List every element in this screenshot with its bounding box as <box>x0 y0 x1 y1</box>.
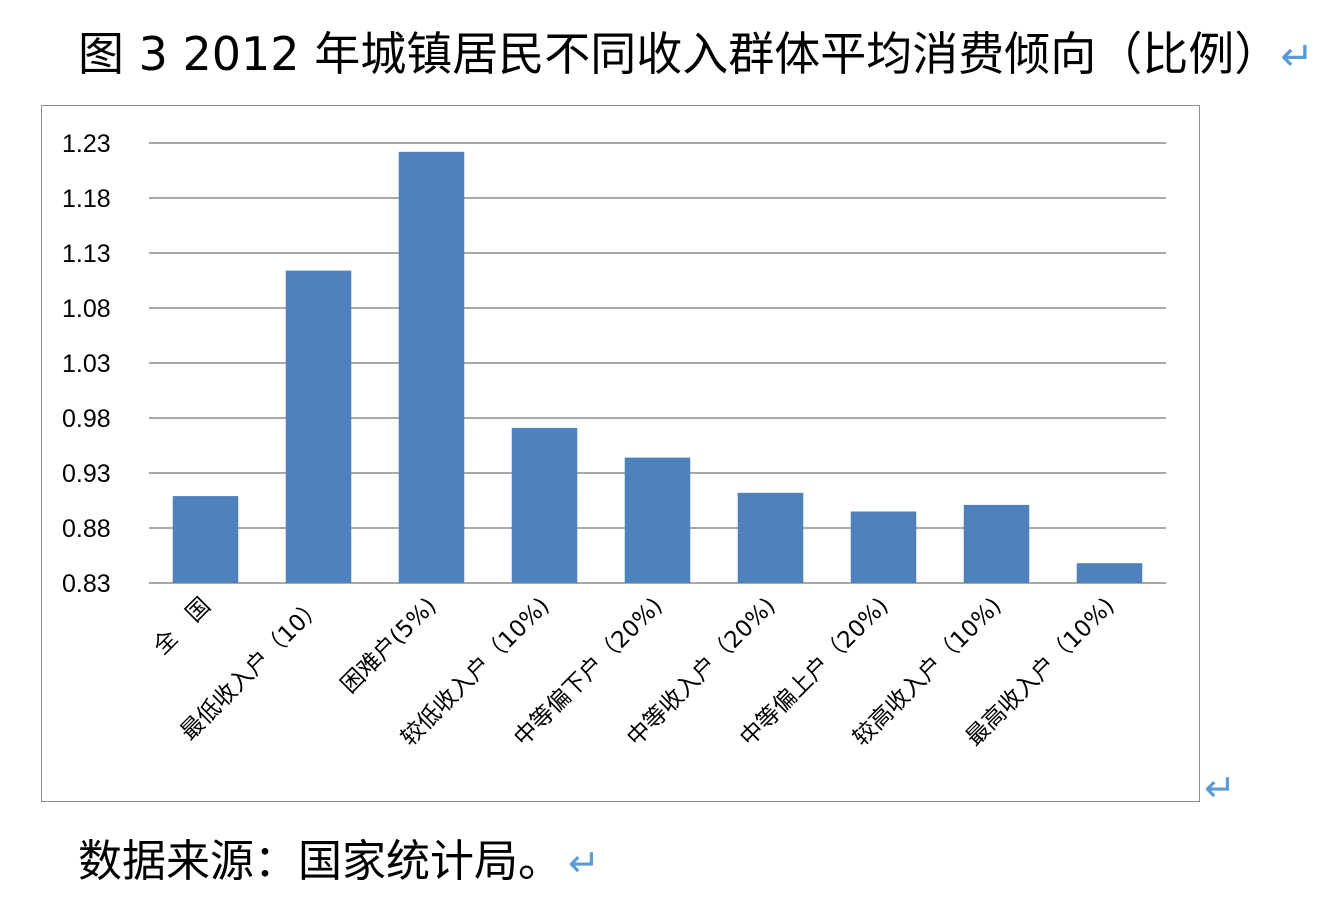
y-axis-tick-labels: 0.83 0.88 0.93 0.98 1.03 1.08 1.13 1.18 1.23 <box>62 130 111 598</box>
bars <box>172 151 1143 584</box>
chart-frame: 0.83 0.88 0.93 0.98 1.03 1.08 1.13 1.18 1.23 全 国… <box>41 105 1200 802</box>
paragraph-mark-icon: ↵ <box>1280 34 1314 80</box>
y-tick-label: 1.18 <box>62 185 111 213</box>
bar <box>963 504 1030 583</box>
bar <box>1076 563 1143 583</box>
source-note: 数据来源：国家统计局。 ↵ <box>78 832 600 893</box>
y-tick-label: 0.83 <box>62 570 111 598</box>
bar <box>737 492 804 583</box>
bar <box>624 457 691 583</box>
y-tick-label: 1.08 <box>62 295 111 323</box>
bar <box>398 151 465 584</box>
figure-title: 图 3 2012 年城镇居民不同收入群体平均消费倾向（比例）↵ <box>78 22 1340 89</box>
bar <box>850 511 917 583</box>
x-tick-label: 困难户(5%) <box>336 593 442 699</box>
bar-chart: 0.83 0.88 0.93 0.98 1.03 1.08 1.13 1.18 1.23 全 国… <box>62 130 1166 751</box>
y-tick-label: 1.03 <box>62 350 111 378</box>
y-tick-label: 1.13 <box>62 240 111 268</box>
bar <box>285 270 352 583</box>
x-tick-label: 全 国 <box>149 593 216 660</box>
y-tick-label: 0.98 <box>62 405 111 433</box>
bar <box>511 427 578 583</box>
y-tick-label: 0.88 <box>62 515 111 543</box>
figure-title-text: 图 3 2012 年城镇居民不同收入群体平均消费倾向（比例） <box>78 27 1281 81</box>
paragraph-mark-icon: ↵ <box>568 841 600 885</box>
paragraph-mark-icon: ↵ <box>1204 766 1236 810</box>
bar <box>172 496 239 583</box>
y-tick-label: 1.23 <box>62 130 111 158</box>
y-tick-label: 0.93 <box>62 460 111 488</box>
source-text: 数据来源：国家统计局。 <box>78 836 562 887</box>
